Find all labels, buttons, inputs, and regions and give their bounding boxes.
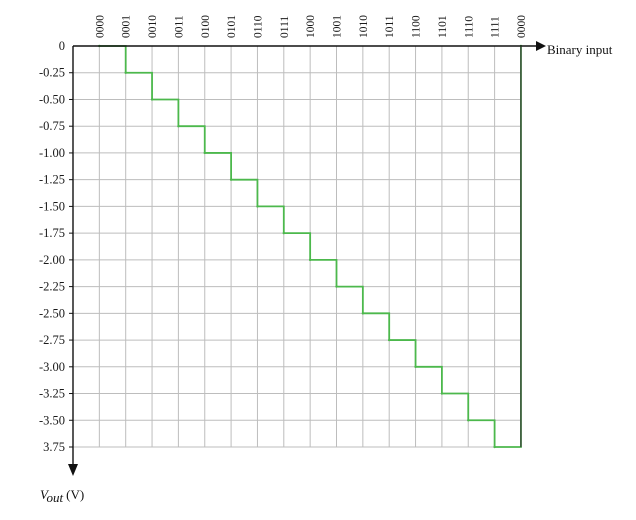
x-tick-label: 1111	[490, 16, 502, 38]
y-tick-label: -1.50	[39, 199, 65, 213]
y-tick-label: -1.75	[39, 226, 65, 240]
x-tick-label: 0110	[252, 15, 264, 38]
x-tick-label: 0111	[279, 16, 291, 38]
grid-lines	[73, 46, 522, 448]
data-point	[150, 98, 154, 101]
data-point	[493, 445, 496, 449]
x-tick-label: 0000	[516, 15, 528, 38]
x-tick-label: 1101	[437, 15, 449, 38]
y-axis-label: Vout (V)	[40, 487, 84, 505]
y-axis-label-unit: (V)	[66, 487, 84, 502]
data-point	[229, 178, 233, 181]
x-tick-label: 0100	[200, 15, 212, 38]
x-tick-labels: 0000 0001 0010 0011 0100 0101 0110 0111 1000 1001…	[94, 15, 528, 38]
data-point	[177, 125, 180, 128]
data-point	[203, 151, 206, 155]
data-point	[414, 365, 417, 368]
series-layer	[98, 44, 523, 449]
axes	[68, 41, 546, 476]
y-axis-label-subscript: out	[47, 490, 64, 505]
x-axis-label: Binary input	[547, 42, 613, 57]
x-tick-label: 0000	[94, 15, 106, 38]
y-tick-label: -3.50	[39, 413, 65, 427]
data-point	[388, 338, 391, 342]
x-tick-label: 0001	[121, 15, 133, 38]
data-point	[361, 312, 365, 315]
y-tick-label: -0.50	[39, 92, 65, 106]
y-tick-label: -3.25	[39, 387, 65, 401]
y-tick-label: -2.00	[39, 253, 65, 267]
x-tick-label: 1100	[411, 15, 423, 38]
x-tick-label: 1011	[384, 15, 396, 38]
data-point	[282, 231, 285, 235]
data-point	[335, 285, 338, 288]
y-tick-label: -3.00	[39, 360, 65, 374]
data-point	[124, 71, 127, 74]
y-tick-label: -2.25	[39, 280, 65, 294]
y-tick-label: 3.75	[43, 440, 65, 454]
y-axis-label-main: V	[40, 487, 50, 502]
y-tick-label: -2.75	[39, 333, 65, 347]
y-tick-label: -1.25	[39, 173, 65, 187]
x-tick-label: 0010	[147, 15, 159, 38]
y-tick-labels: 0 -0.25 -0.50 -0.75 -1.00 -1.25 -1.50 -1.75 -2.0…	[39, 39, 65, 454]
data-point	[467, 419, 470, 422]
x-tick-label: 0101	[226, 15, 238, 38]
y-tick-label: 0	[59, 39, 65, 53]
data-point	[256, 205, 259, 208]
data-point	[440, 392, 444, 395]
x-tick-label: 1000	[305, 15, 317, 38]
x-axis-arrowhead	[536, 41, 546, 51]
y-tick-label: -0.25	[39, 66, 65, 80]
y-tick-label: -0.75	[39, 119, 65, 133]
x-tick-label: 0011	[173, 15, 185, 38]
y-axis-arrowhead	[68, 464, 78, 476]
y-tick-label: -2.50	[39, 306, 65, 320]
x-tick-label: 1001	[332, 15, 344, 38]
x-tick-label: 1110	[463, 16, 475, 38]
x-tick-label: 1010	[358, 15, 370, 38]
y-tick-label: -1.00	[39, 146, 65, 160]
data-point	[308, 258, 312, 262]
